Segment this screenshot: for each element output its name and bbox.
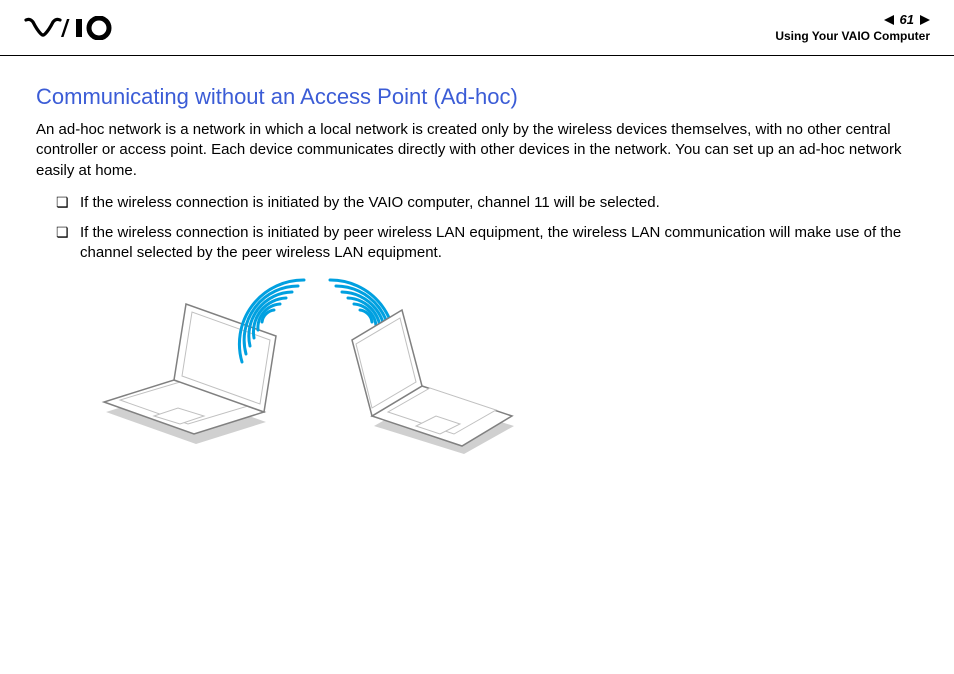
page-nav: 61 [884,12,930,27]
list-item: If the wireless connection is initiated … [56,193,918,213]
section-title: Using Your VAIO Computer [775,29,930,43]
intro-paragraph: An ad-hoc network is a network in which … [36,120,918,181]
header-right: 61 Using Your VAIO Computer [775,12,930,43]
page-number: 61 [900,12,914,27]
list-item: If the wireless connection is initiated … [56,223,918,264]
prev-page-arrow-icon[interactable] [884,15,894,25]
page-header: 61 Using Your VAIO Computer [0,0,954,56]
section-heading: Communicating without an Access Point (A… [36,84,918,110]
adhoc-diagram [76,274,918,459]
bullet-list: If the wireless connection is initiated … [36,193,918,264]
next-page-arrow-icon[interactable] [920,15,930,25]
page-content: Communicating without an Access Point (A… [0,56,954,459]
vaio-logo [24,16,124,40]
